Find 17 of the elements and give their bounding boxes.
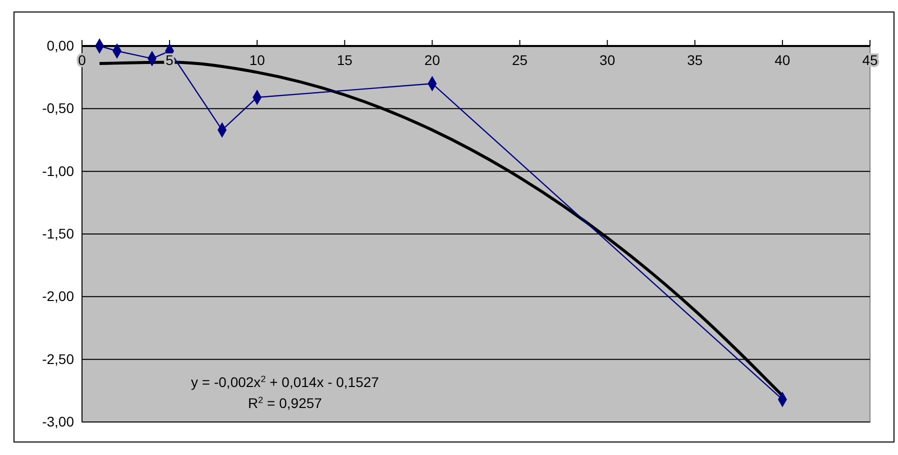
annotation: R$^{2}$ = 0,9257: [248, 395, 322, 411]
x-tick-label: 15: [336, 52, 353, 68]
x-tick-label: 45: [862, 52, 878, 68]
x-tick-label: 30: [600, 52, 616, 68]
x-tick-label: 35: [687, 52, 703, 68]
annotation: y = -0,002x$^{2}$ + 0,014x - 0,1527: [191, 374, 380, 390]
x-tick-label: 10: [249, 52, 266, 68]
x-tick-label: 40: [774, 52, 790, 68]
y-tick-label: -2,00: [42, 288, 74, 304]
y-tick-label: -1,50: [42, 225, 74, 242]
y-tick-label: -2,50: [42, 350, 74, 367]
x-tick-label: 20: [424, 52, 440, 68]
y-tick-label: -1,00: [42, 162, 74, 179]
y-tick-label: -0,50: [42, 100, 74, 116]
y-tick-label: 0,00: [46, 37, 74, 54]
x-tick-label: 25: [512, 52, 528, 68]
y-tick-label: -3,00: [42, 413, 74, 430]
